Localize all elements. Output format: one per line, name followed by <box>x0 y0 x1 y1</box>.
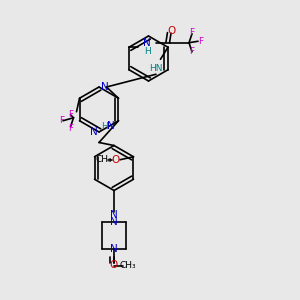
Text: CH₃: CH₃ <box>119 261 136 270</box>
Text: H: H <box>102 122 108 131</box>
Text: HN: HN <box>149 64 163 73</box>
Text: F: F <box>199 37 204 46</box>
Text: N: N <box>110 217 118 227</box>
Text: N: N <box>90 127 98 137</box>
Text: N: N <box>143 38 151 48</box>
Text: O: O <box>111 155 120 165</box>
Text: F: F <box>190 28 195 37</box>
Text: F: F <box>190 47 195 56</box>
Text: H: H <box>144 47 150 56</box>
Text: N: N <box>107 122 115 131</box>
Text: F: F <box>68 110 73 119</box>
Text: F: F <box>68 124 73 133</box>
Text: O: O <box>110 260 118 271</box>
Text: CH₃: CH₃ <box>95 155 112 164</box>
Text: N: N <box>110 209 118 220</box>
Text: N: N <box>100 82 108 92</box>
Text: O: O <box>167 26 175 36</box>
Text: N: N <box>110 244 118 254</box>
Text: F: F <box>59 116 64 125</box>
